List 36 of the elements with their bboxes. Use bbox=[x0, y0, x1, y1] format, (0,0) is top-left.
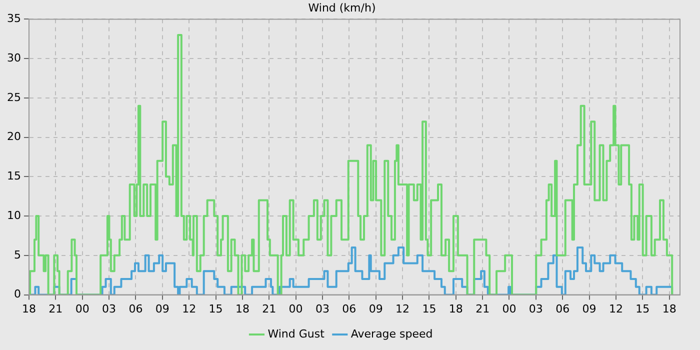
x-tick-label: 21 bbox=[476, 302, 490, 316]
x-tick-label: 06 bbox=[342, 302, 356, 316]
x-tick-label: 15 bbox=[208, 302, 223, 316]
x-tick-label: 00 bbox=[288, 302, 303, 316]
chart-title: Wind (km/h) bbox=[308, 1, 376, 14]
x-tick-label: 15 bbox=[422, 302, 436, 316]
x-tick-label: 09 bbox=[582, 302, 596, 316]
y-tick-label: 15 bbox=[6, 170, 21, 183]
x-tick-label: 03 bbox=[102, 302, 116, 316]
x-tick-label: 00 bbox=[502, 302, 516, 316]
x-tick-label: 06 bbox=[128, 302, 143, 316]
x-tick-label: 06 bbox=[556, 302, 570, 316]
x-tick-label: 03 bbox=[315, 302, 330, 316]
x-tick-label: 12 bbox=[608, 302, 623, 316]
x-tick-label: 00 bbox=[75, 302, 90, 316]
y-tick-label: 30 bbox=[6, 51, 21, 64]
y-tick-label: 0 bbox=[14, 288, 21, 301]
y-tick-label: 10 bbox=[6, 208, 21, 222]
y-tick-label: 35 bbox=[6, 12, 21, 26]
x-tick-label: 03 bbox=[528, 302, 543, 316]
x-tick-label: 09 bbox=[155, 302, 170, 316]
x-tick-label: 21 bbox=[48, 302, 63, 316]
legend-label: Average speed bbox=[350, 327, 433, 340]
x-tick-label: 18 bbox=[662, 302, 676, 316]
x-tick-label: 18 bbox=[235, 302, 250, 316]
y-tick-label: 25 bbox=[6, 90, 21, 104]
x-tick-label: 18 bbox=[448, 302, 463, 316]
x-tick-label: 18 bbox=[22, 302, 36, 316]
x-tick-label: 15 bbox=[636, 302, 650, 316]
y-tick-label: 20 bbox=[6, 130, 21, 144]
x-tick-label: 12 bbox=[396, 302, 410, 316]
x-tick-label: 21 bbox=[262, 302, 276, 316]
legend-label: Wind Gust bbox=[268, 327, 326, 340]
x-tick-label: 12 bbox=[182, 302, 196, 316]
x-tick-label: 09 bbox=[368, 302, 383, 316]
y-tick-label: 5 bbox=[14, 248, 21, 262]
